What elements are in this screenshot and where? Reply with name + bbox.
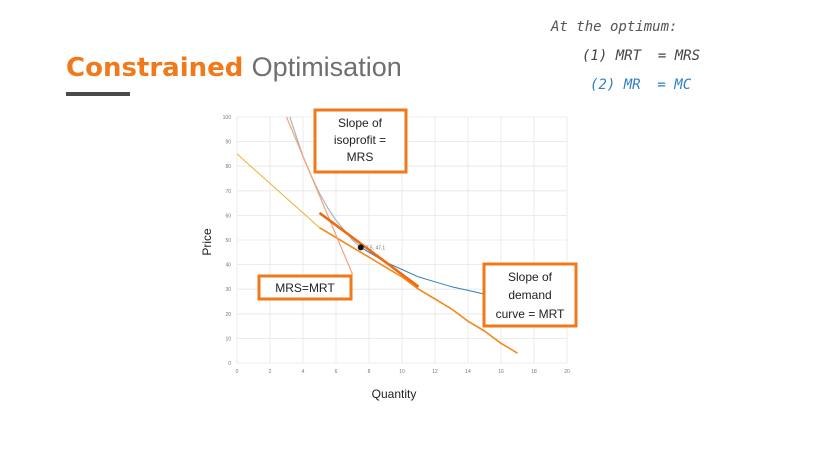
x-tick-label: 2 <box>269 369 272 375</box>
annotation-isoprofit-line-1: Slope of <box>338 116 383 130</box>
y-tick-label: 40 <box>225 263 231 269</box>
series-line-2 <box>319 227 518 354</box>
optimum-heading: At the optimum: <box>551 19 678 35</box>
series-line-5 <box>285 116 354 275</box>
annotation-demand-line-3: curve = MRT <box>496 307 565 321</box>
annotation-mrs-mrt-line-1: MRS=MRT <box>275 281 335 295</box>
x-axis-label: Quantity <box>372 387 417 401</box>
slide-title: Constrained Optimisation <box>66 52 402 83</box>
y-tick-label: 90 <box>225 140 231 146</box>
x-tick-label: 8 <box>368 369 371 375</box>
annotation-isoprofit-line-2: isoprofit = <box>334 133 386 147</box>
y-tick-label: 80 <box>225 164 231 170</box>
annotation-isoprofit: Slope of isoprofit = MRS <box>313 108 408 174</box>
x-tick-label: 10 <box>399 369 405 375</box>
y-tick-label: 50 <box>225 238 231 244</box>
chart-series <box>236 116 568 354</box>
x-tick-label: 12 <box>432 369 438 375</box>
annotation-isoprofit-line-3: MRS <box>347 150 374 164</box>
series-line-6 <box>318 211 420 288</box>
annotation-demand-line-1: Slope of <box>508 270 553 284</box>
annotation-demand: Slope of demand curve = MRT <box>482 262 578 328</box>
y-tick-label: 0 <box>228 361 231 367</box>
annotation-mrs-mrt: MRS=MRT <box>257 274 353 301</box>
optimum-point-label: 7.5, 47.1 <box>366 245 386 251</box>
x-tick-label: 20 <box>564 369 570 375</box>
x-tick-label: 0 <box>236 369 239 375</box>
annotation-demand-line-2: demand <box>508 288 551 302</box>
x-tick-label: 6 <box>335 369 338 375</box>
y-tick-label: 10 <box>225 336 231 342</box>
x-tick-label: 16 <box>498 369 504 375</box>
y-tick-label: 70 <box>225 189 231 195</box>
title-underline <box>66 92 130 96</box>
optimum-condition-1: (1) MRT = MRS <box>582 48 701 64</box>
chart-ticks: 0 10 20 30 40 50 60 70 80 90 100 0 2 4 6 8 10 12 14 16 18 20 <box>223 115 570 375</box>
chart-points: 7.5, 47.1 <box>357 244 386 251</box>
x-tick-label: 18 <box>531 369 537 375</box>
y-tick-label: 60 <box>225 213 231 219</box>
title-light: Optimisation <box>251 52 402 82</box>
y-tick-label: 20 <box>225 312 231 318</box>
y-tick-label: 30 <box>225 287 231 293</box>
x-tick-label: 4 <box>302 369 305 375</box>
x-tick-label: 14 <box>465 369 471 375</box>
y-tick-label: 100 <box>223 115 232 121</box>
y-axis-label: Price <box>200 228 214 256</box>
title-bold: Constrained <box>66 53 244 83</box>
series-line-1 <box>236 153 320 229</box>
optimum-condition-2: (2) MR = MC <box>590 77 692 93</box>
optimum-point <box>357 244 364 251</box>
